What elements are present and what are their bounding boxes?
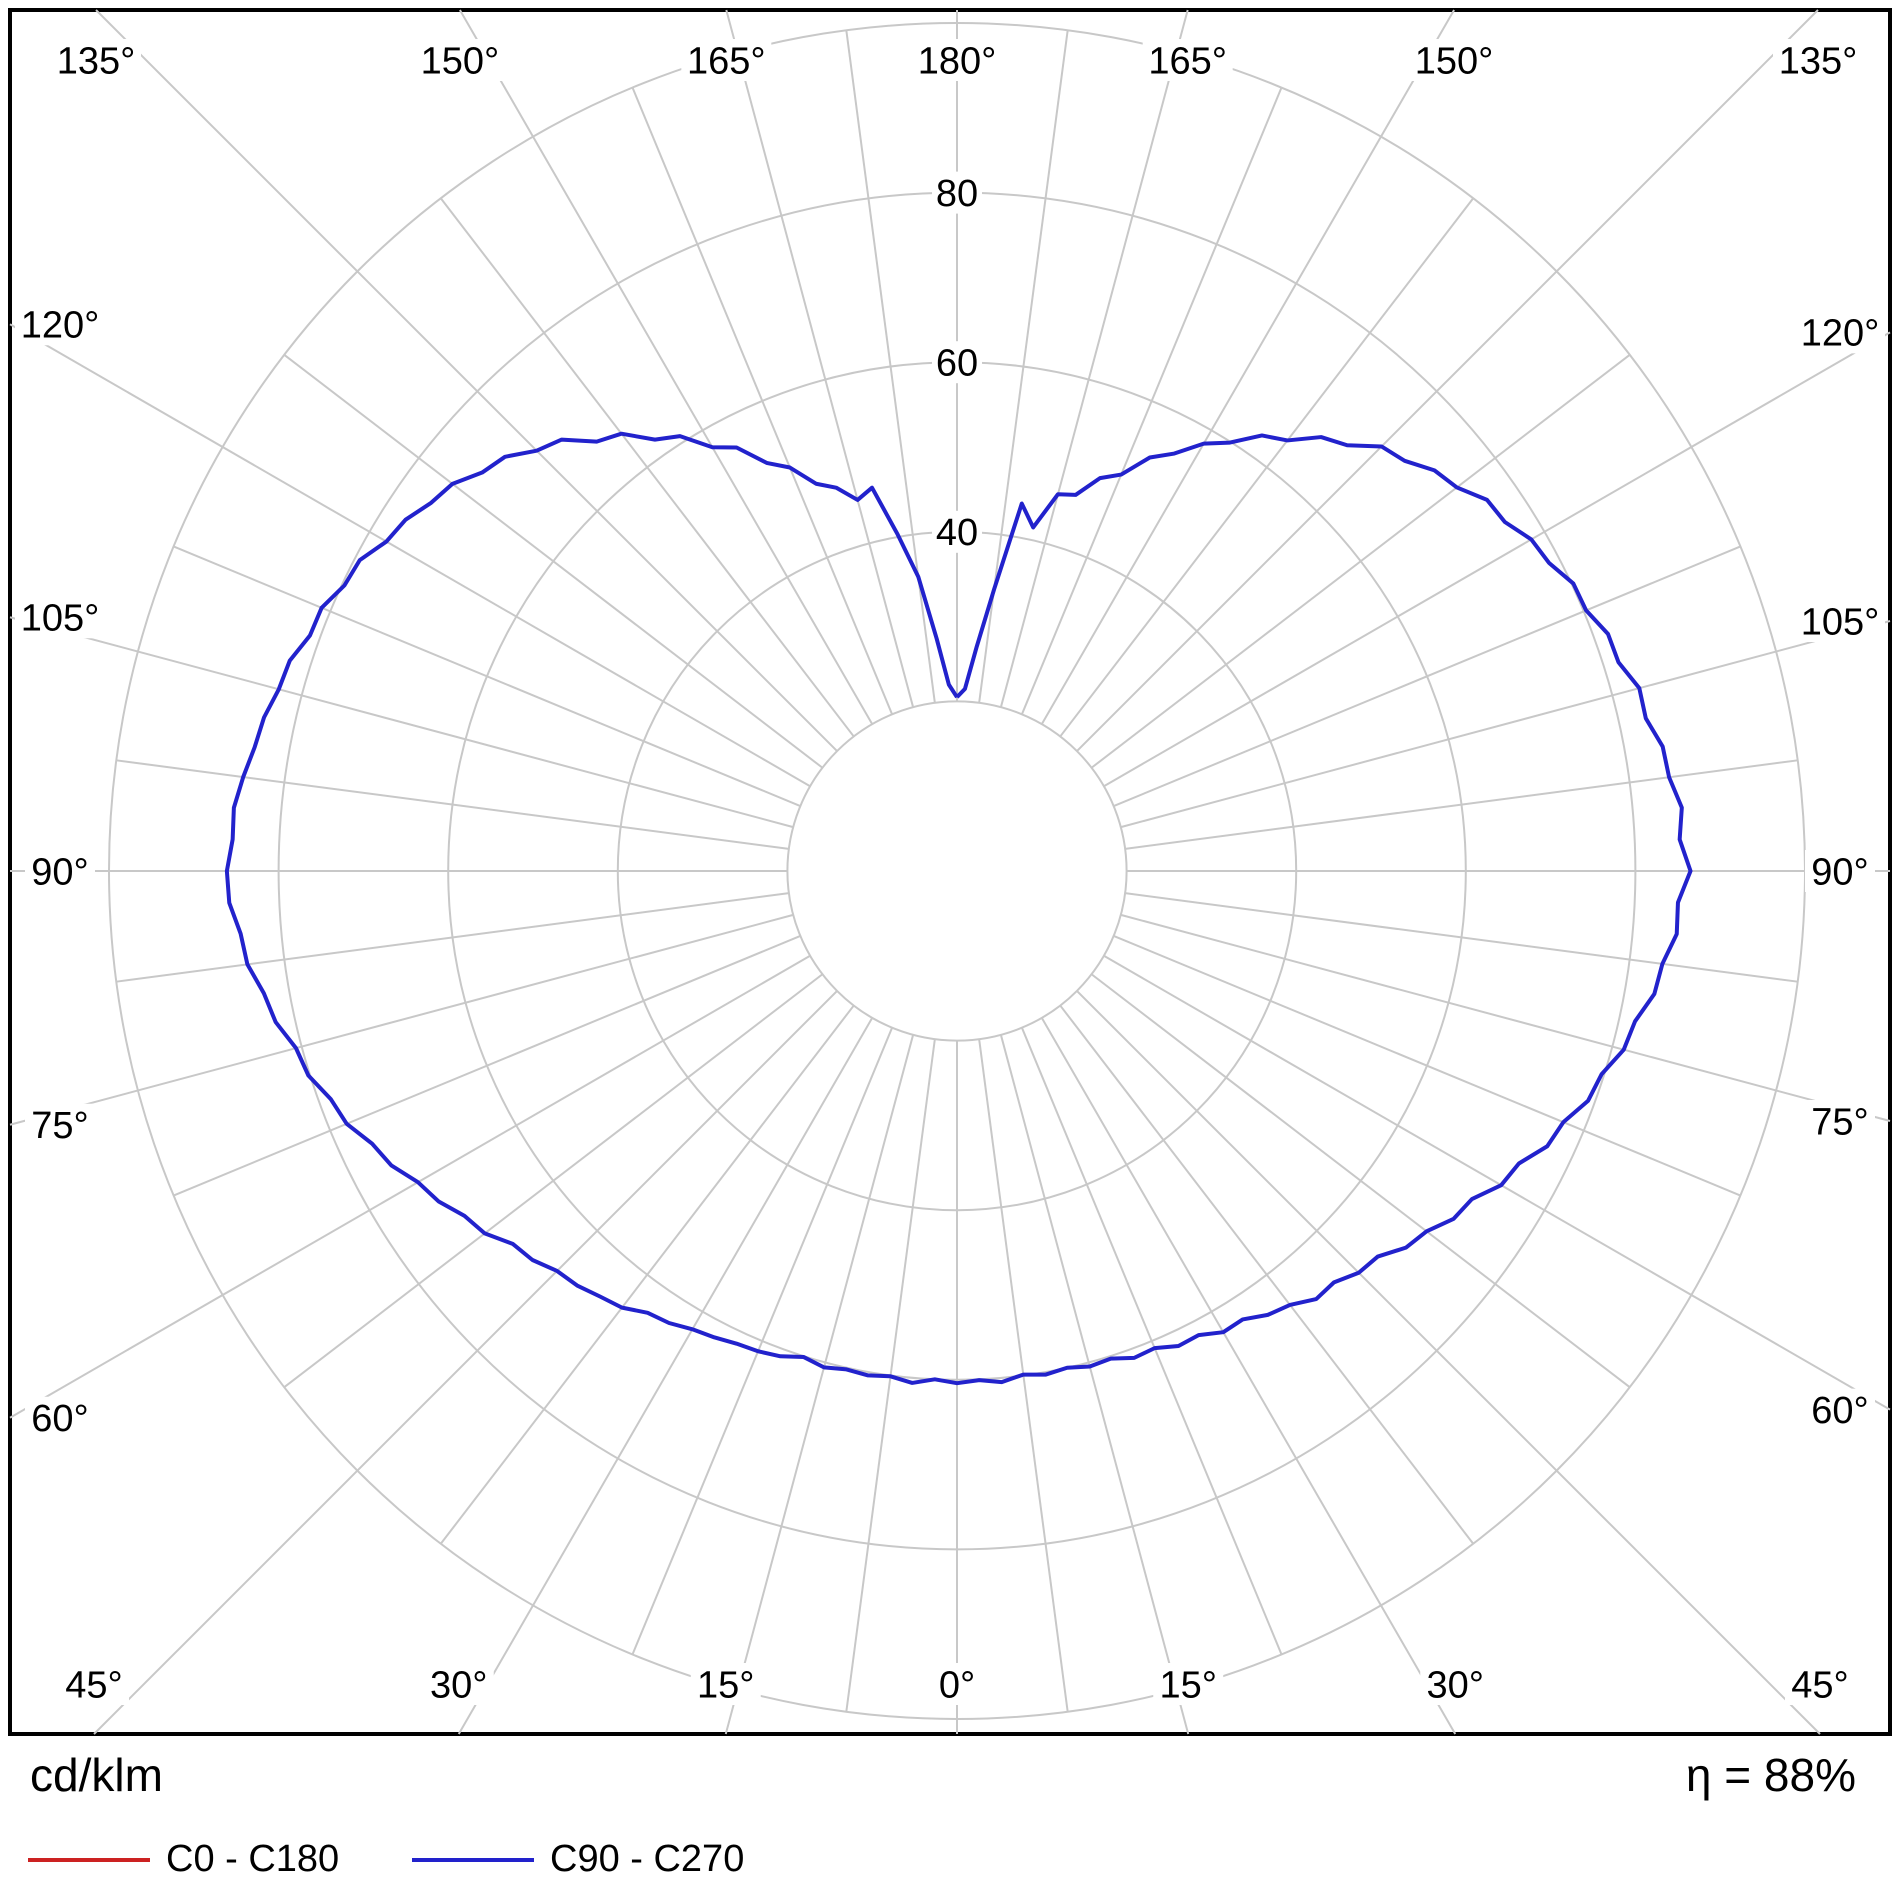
angle-label-75-r-bg [1805, 1099, 1875, 1142]
angle-label-90-r: 90° [1811, 851, 1868, 893]
angle-label-120-l: 120° [21, 305, 100, 347]
angle-label-0-r-bg [932, 1663, 982, 1705]
angle-label-135-r: 135° [1779, 40, 1858, 82]
legend-label-c90-c270: C90 - C270 [550, 1838, 745, 1880]
angle-label-135-r-bg [1773, 39, 1863, 81]
grid-labels: 40 60 80 0° 15° 15° 30° 30° 45° 45° 60° 60° 75° 75° 90… [15, 39, 1885, 1706]
angle-label-30-r-bg [1420, 1663, 1491, 1705]
angle-label-105-l: 105° [21, 598, 100, 640]
angle-label-15-l: 15° [697, 1664, 754, 1706]
angle-label-120-r: 120° [1801, 313, 1880, 355]
unit-label: cd/klm [30, 1749, 163, 1801]
angle-label-105-r: 105° [1801, 601, 1880, 643]
angle-label-60-r-bg [1805, 1388, 1875, 1431]
curve-c90-c270 [224, 431, 1693, 1386]
angle-label-165-r: 165° [1148, 40, 1227, 82]
legend-label-c0-c180: C0 - C180 [166, 1838, 340, 1880]
radial-tick-60-bg [932, 341, 982, 384]
legend-line-c90-c270-icon [412, 1857, 534, 1862]
angle-label-165-l-bg [681, 39, 772, 81]
angle-label-105-l-bg [15, 596, 105, 639]
angle-label-60-l: 60° [31, 1398, 88, 1440]
legend-item-c0-c180: C0 - C180 [28, 1838, 339, 1881]
angle-label-150-r: 150° [1415, 40, 1494, 82]
radial-tick-40-bg [932, 510, 982, 553]
angle-label-165-l: 165° [687, 40, 766, 82]
angle-label-165-r-bg [1142, 39, 1233, 81]
angle-label-75-l-bg [25, 1103, 95, 1146]
radial-tick-40: 40 [936, 512, 978, 554]
angle-label-60-l-bg [25, 1396, 95, 1439]
angle-label-75-l: 75° [31, 1105, 88, 1147]
angle-label-60-r: 60° [1811, 1390, 1868, 1432]
angle-label-15-r: 15° [1160, 1664, 1217, 1706]
angle-label-30-r: 30° [1427, 1664, 1484, 1706]
angle-label-90-r-bg [1805, 850, 1875, 892]
angle-label-120-r-bg [1795, 311, 1885, 354]
angle-label-15-r-bg [1153, 1663, 1224, 1705]
radial-tick-80: 80 [936, 173, 978, 215]
angle-label-120-l-bg [15, 303, 105, 346]
angle-label-105-r-bg [1795, 600, 1885, 643]
legend-item-c90-c270: C90 - C270 [412, 1838, 744, 1881]
angle-label-150-l: 150° [421, 40, 500, 82]
angle-label-150-l-bg [414, 39, 505, 81]
angle-label-135-l: 135° [57, 40, 136, 82]
angle-label-180-r-bg [912, 39, 1002, 81]
angle-label-15-l-bg [690, 1663, 761, 1705]
angle-label-45-l-bg [59, 1663, 129, 1705]
legend-line-c0-c180-icon [28, 1857, 150, 1862]
angle-label-30-l-bg [423, 1663, 494, 1705]
angle-label-30-l: 30° [430, 1664, 487, 1706]
angle-label-45-r-bg [1785, 1663, 1855, 1705]
angle-label-150-r-bg [1409, 39, 1500, 81]
angle-label-0-r: 0° [939, 1664, 975, 1706]
angle-label-45-r: 45° [1791, 1664, 1848, 1706]
radial-tick-60: 60 [936, 343, 978, 385]
angle-label-90-l-bg [25, 850, 95, 892]
radial-tick-80-bg [932, 171, 982, 214]
angle-label-135-l-bg [51, 39, 141, 81]
angle-label-180-r: 180° [918, 40, 997, 82]
angle-label-75-r: 75° [1811, 1101, 1868, 1143]
angle-label-90-l: 90° [31, 851, 88, 893]
efficiency-label: η = 88% [1685, 1749, 1856, 1801]
angle-label-45-l: 45° [65, 1664, 122, 1706]
